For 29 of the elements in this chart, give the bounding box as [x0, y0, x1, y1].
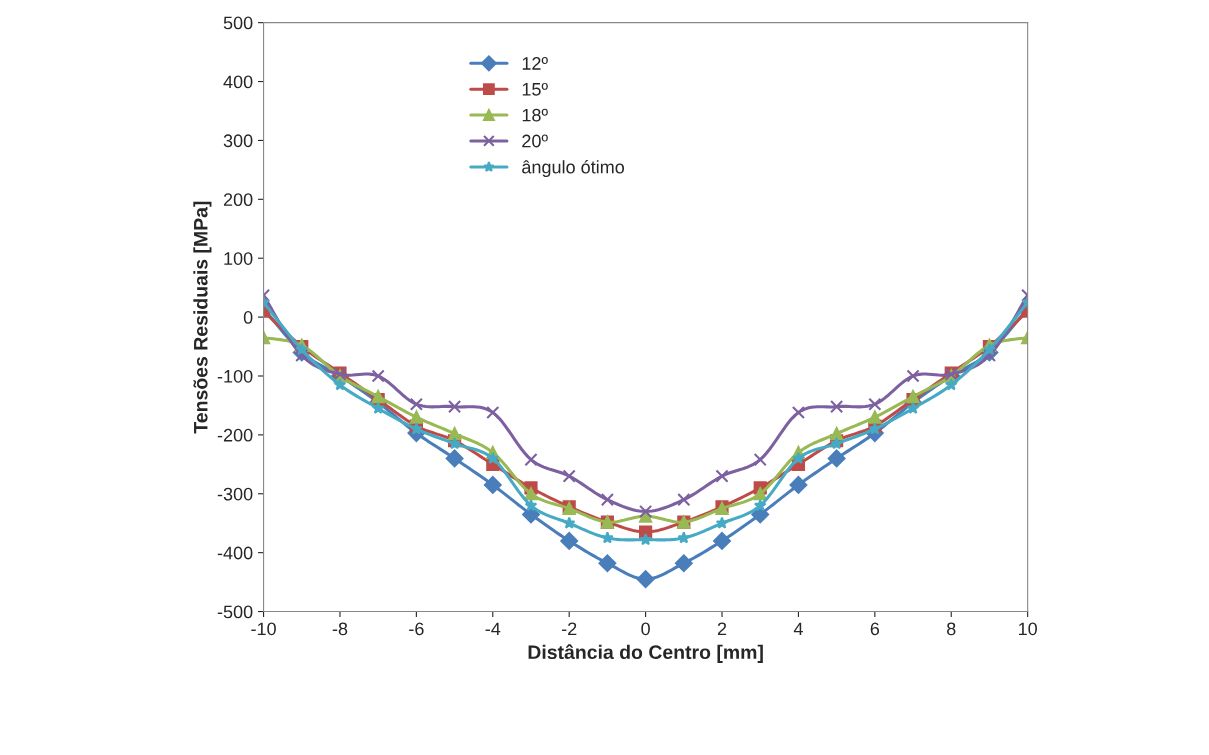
- y-tick-label: 400: [223, 75, 253, 89]
- legend-label: 12º: [522, 57, 548, 70]
- legend-label: 20º: [522, 134, 548, 148]
- x-tick-label: -6: [409, 622, 424, 636]
- x-tick-label: 2: [717, 622, 727, 636]
- y-tick-label: -300: [217, 487, 253, 501]
- y-tick-label: -400: [217, 546, 253, 560]
- y-tick-label: 0: [243, 311, 253, 324]
- x-tick-label: 6: [870, 622, 880, 636]
- x-tick-label: 10: [1018, 622, 1037, 636]
- y-tick-label: 100: [224, 252, 253, 265]
- x-tick-label: -2: [561, 622, 577, 636]
- x-tick-label: 8: [947, 622, 956, 636]
- x-tick-label: -8: [332, 622, 348, 636]
- y-axis-title: Tensões Residuais [MPa]: [193, 201, 212, 434]
- x-tick-label: -4: [485, 622, 501, 636]
- y-tick-label: -500: [217, 605, 253, 619]
- y-tick-label: 300: [223, 134, 253, 148]
- legend-label: ângulo ótimo: [522, 160, 625, 178]
- y-tick-label: 200: [223, 193, 253, 207]
- legend-label: 15º: [522, 82, 548, 96]
- x-tick-label: -10: [251, 622, 276, 636]
- x-tick-label: 0: [641, 622, 650, 636]
- legend-label: 18º: [522, 108, 548, 122]
- y-tick-label: 500: [223, 16, 253, 30]
- y-tick-label: -100: [217, 369, 253, 383]
- y-tick-label: -200: [217, 428, 253, 442]
- x-tick-label: 4: [793, 622, 803, 636]
- x-axis-title: Distância do Centro [mm]: [528, 644, 763, 663]
